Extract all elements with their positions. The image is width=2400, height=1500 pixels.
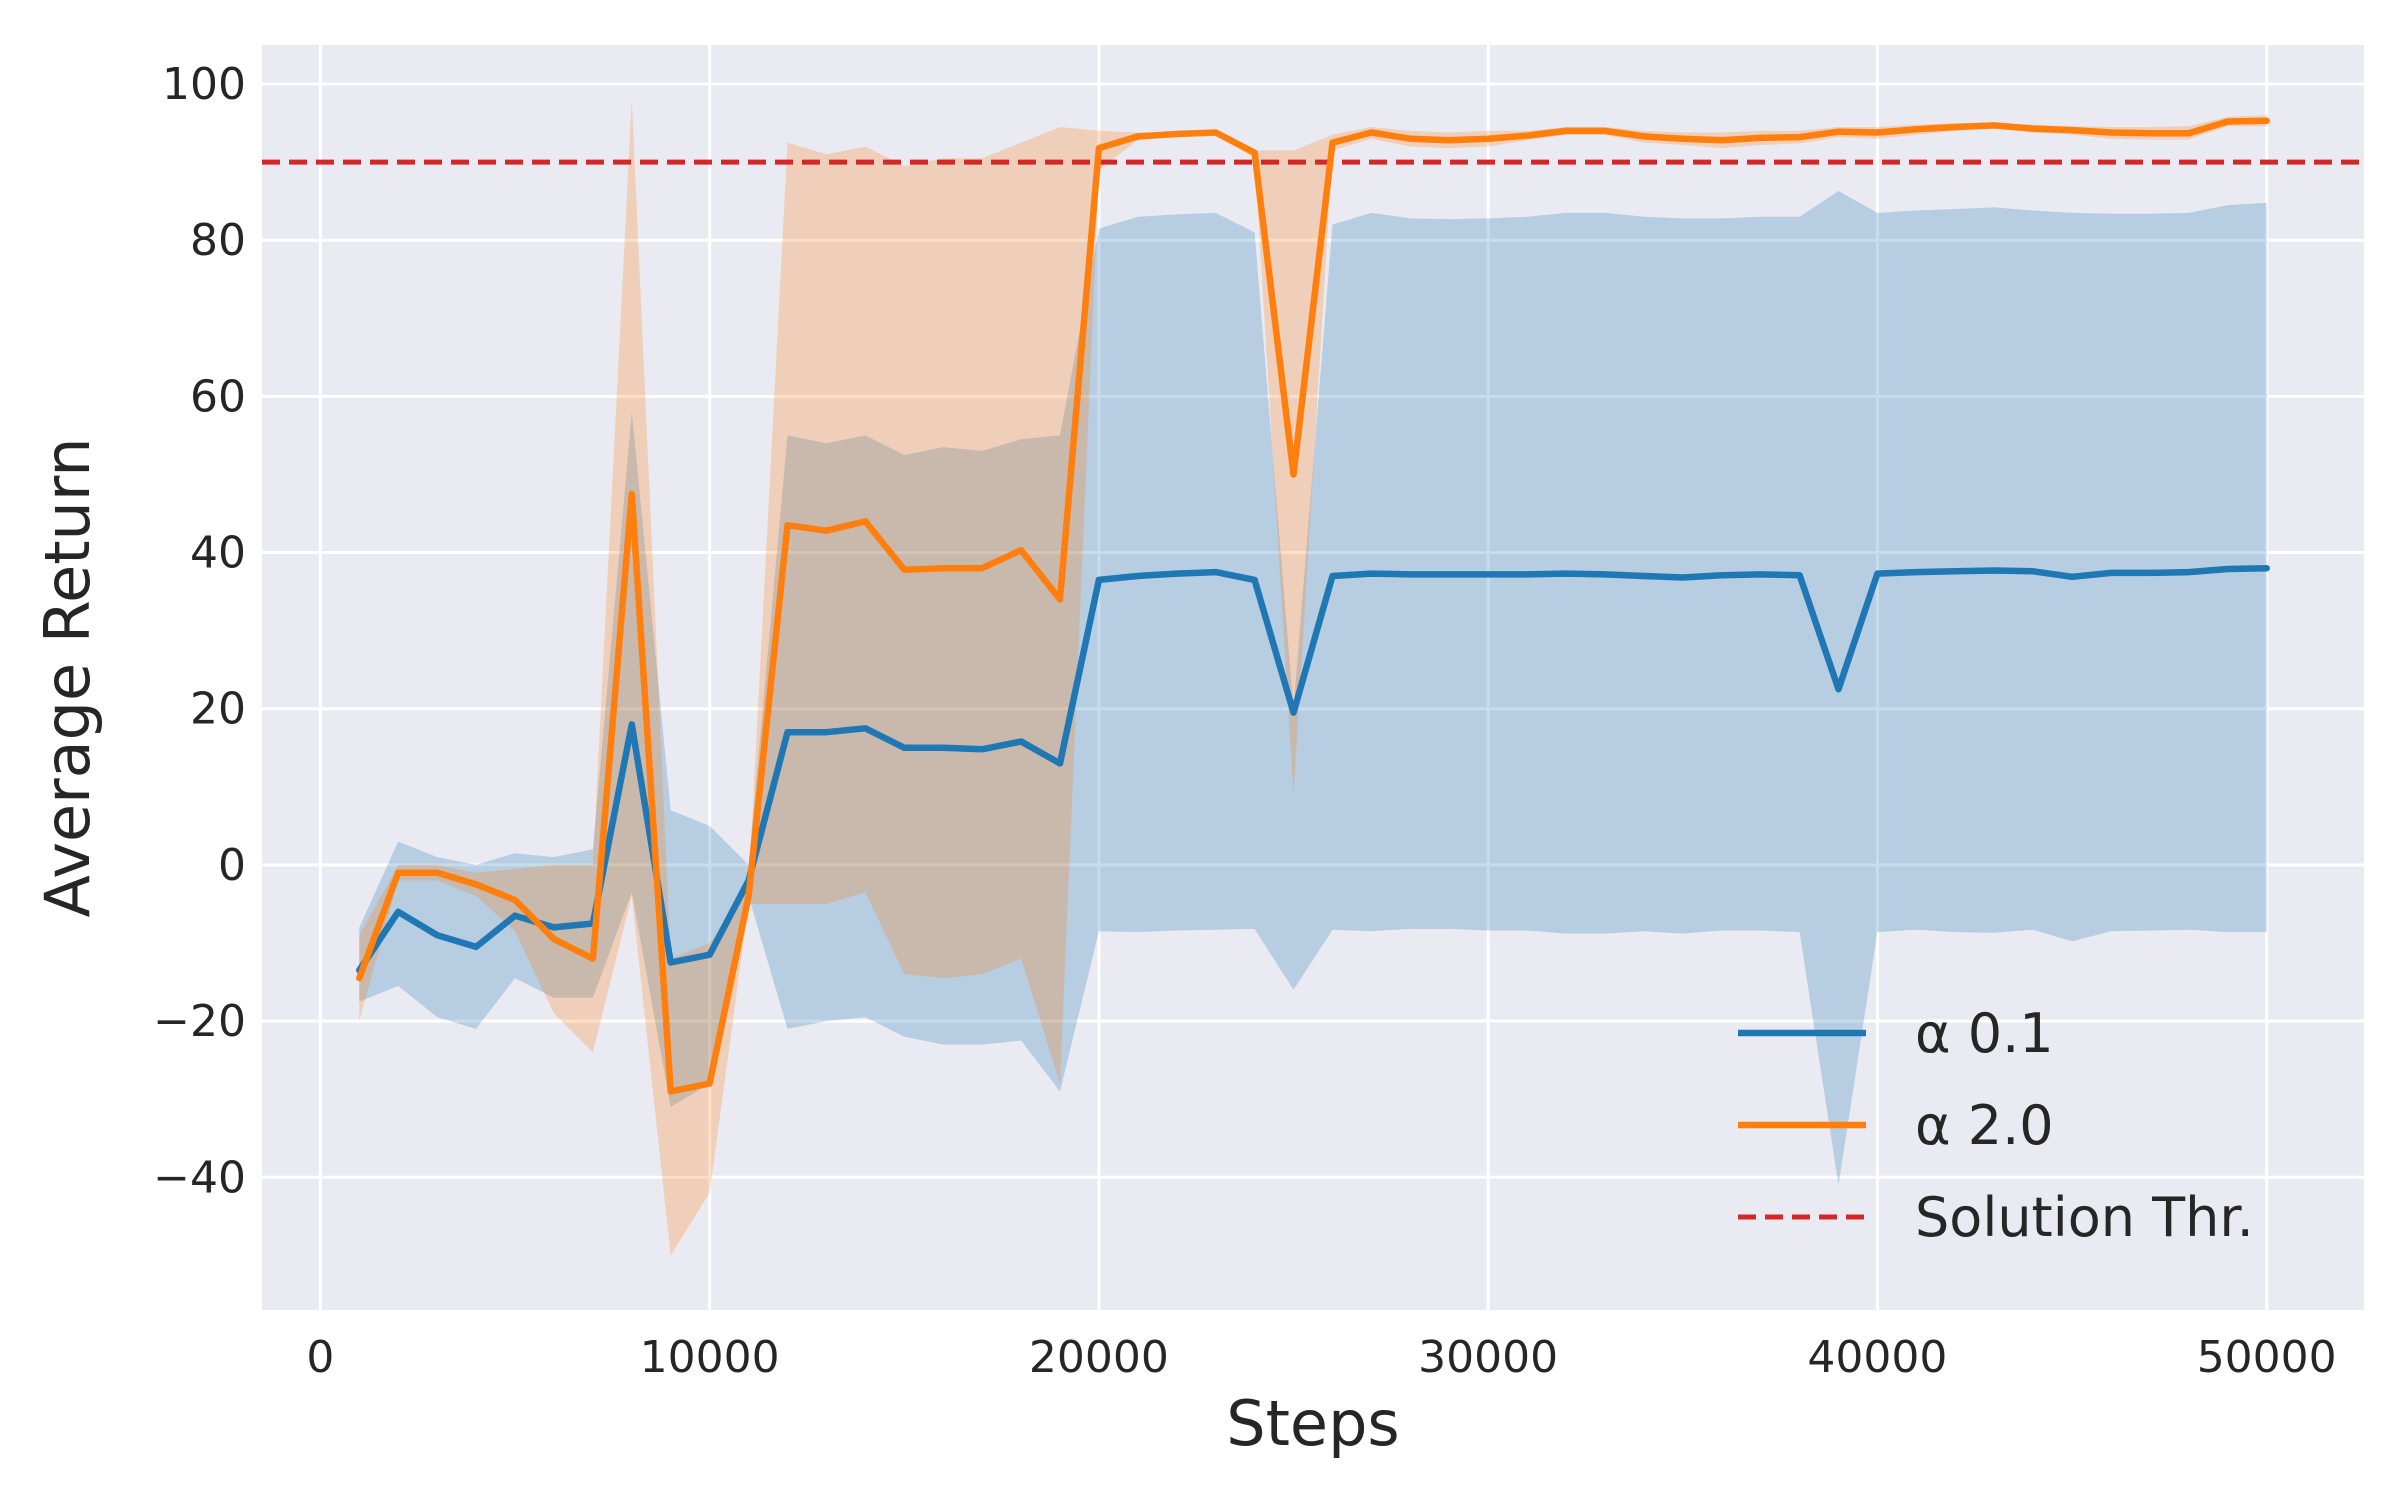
y-tick-label: 100 xyxy=(162,59,246,110)
y-tick-label: 80 xyxy=(190,215,246,266)
line-series-2 xyxy=(356,117,2270,1095)
x-tick-labels: 0 10000 20000 30000 40000 50000 xyxy=(306,1332,2336,1383)
x-tick-label: 40000 xyxy=(1807,1332,1947,1383)
x-tick-label: 30000 xyxy=(1418,1332,1558,1383)
grid xyxy=(262,45,2364,1310)
x-axis-label: Steps xyxy=(1226,1387,1399,1460)
line-series-1 xyxy=(356,564,2270,974)
legend-label-2: α 2.0 xyxy=(1915,1094,2054,1157)
y-axis-label: Average Return xyxy=(31,437,104,917)
x-tick-label: 50000 xyxy=(2197,1332,2337,1383)
y-tick-label: 40 xyxy=(190,528,246,579)
x-tick-label: 0 xyxy=(306,1332,334,1383)
y-tick-label: 20 xyxy=(190,684,246,735)
x-tick-label: 20000 xyxy=(1029,1332,1169,1383)
y-tick-labels: −40 −20 0 20 40 60 80 100 xyxy=(153,59,246,1203)
band-series-2 xyxy=(359,99,2267,1256)
y-tick-label: −20 xyxy=(153,996,246,1047)
legend: α 0.1 α 2.0 Solution Thr. xyxy=(1738,1002,2254,1249)
legend-label-1: α 0.1 xyxy=(1915,1002,2054,1065)
y-tick-label: −40 xyxy=(153,1152,246,1203)
legend-label-3: Solution Thr. xyxy=(1915,1186,2254,1249)
series-lines xyxy=(356,117,2270,1095)
x-tick-label: 10000 xyxy=(640,1332,780,1383)
band-series-1 xyxy=(359,191,2267,1186)
y-tick-label: 0 xyxy=(218,840,246,891)
plot-area xyxy=(262,45,2364,1310)
y-tick-label: 60 xyxy=(190,371,246,422)
confidence-bands xyxy=(359,99,2267,1256)
